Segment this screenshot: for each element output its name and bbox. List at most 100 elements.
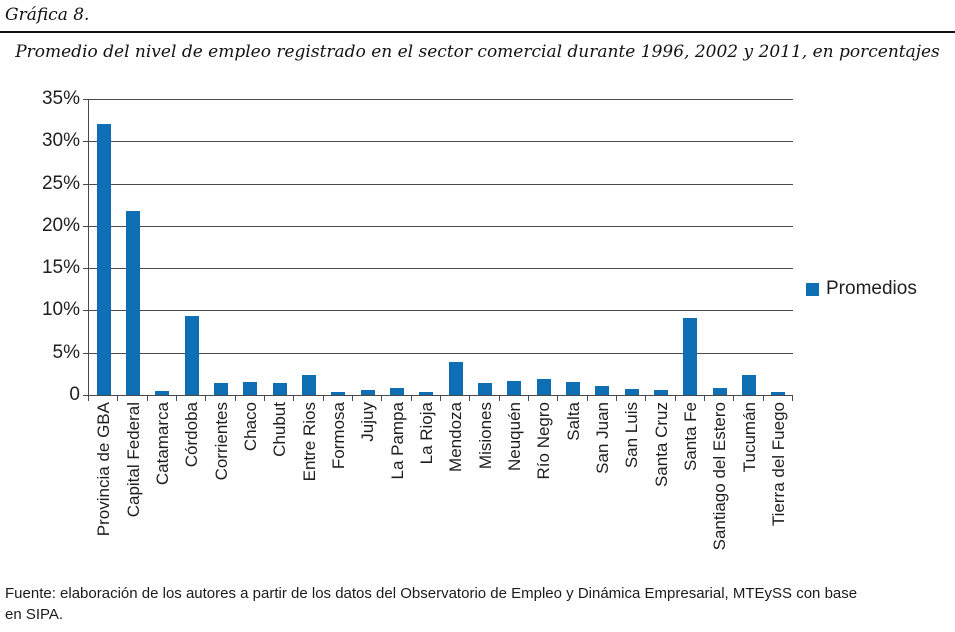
bar-slot	[588, 99, 617, 395]
y-axis-tick-label: 10%	[41, 299, 80, 321]
x-axis-tick	[616, 396, 617, 401]
legend-color-swatch	[806, 282, 819, 296]
x-axis-tick	[440, 396, 441, 401]
x-axis-tick	[117, 396, 119, 401]
x-axis-tick	[586, 396, 588, 401]
y-axis-tick	[83, 310, 88, 312]
bar	[389, 388, 404, 395]
y-axis-tick	[83, 352, 88, 354]
x-axis-tick	[469, 396, 471, 401]
bar-slot	[646, 99, 675, 395]
bar	[565, 382, 580, 395]
x-axis-category-label: La Rioja	[416, 402, 436, 465]
source-note: Fuente: elaboración de los autores a par…	[5, 583, 953, 625]
y-axis-tick	[83, 395, 88, 396]
x-axis-category-label: Córdoba	[182, 402, 202, 468]
y-axis-tick-label: 35%	[41, 88, 80, 109]
x-axis-category-label: Mendoza	[446, 402, 466, 472]
x-axis-tick	[733, 396, 735, 401]
x-axis-tick	[792, 396, 793, 401]
bar-slot	[206, 99, 235, 395]
source-note-line2: en SIPA.	[5, 606, 64, 623]
bar-slot	[118, 99, 147, 395]
x-axis-category-label: Santa Fe	[680, 402, 700, 471]
bar-slot	[470, 99, 499, 395]
bar-slot	[676, 99, 705, 395]
bar-slot	[177, 99, 206, 395]
bar	[712, 388, 727, 395]
bar-slot	[382, 99, 411, 395]
bar-slot	[441, 99, 470, 395]
bar	[96, 123, 111, 395]
bar-slot	[764, 99, 793, 395]
bar-slot	[500, 99, 529, 395]
x-axis-category-label: Salta	[563, 402, 583, 441]
bar-slot	[294, 99, 323, 395]
gridline	[89, 268, 793, 270]
bar	[125, 210, 140, 395]
bar	[507, 381, 522, 395]
y-axis-tick-label: 5%	[52, 341, 80, 363]
bar-slot	[148, 99, 177, 395]
bar	[213, 383, 228, 395]
x-axis-tick	[674, 396, 676, 401]
y-axis-tick-label: 20%	[41, 214, 80, 236]
y-axis-tick	[83, 99, 88, 100]
figure-number-label: Gráfica 8.	[5, 5, 90, 25]
bar-slot	[89, 99, 118, 395]
x-axis-category-label: La Pampa	[387, 402, 407, 480]
gridline	[89, 183, 793, 185]
bar	[360, 389, 375, 395]
bar	[771, 391, 786, 395]
bar	[301, 374, 316, 395]
x-axis-category-label: Catamarca	[152, 402, 172, 486]
x-axis-category-label: Santa Cruz	[651, 402, 671, 488]
legend: Promedios	[806, 278, 917, 300]
x-axis-tick	[234, 396, 236, 401]
source-note-line1: Fuente: elaboración de los autores a par…	[5, 585, 858, 602]
y-axis-tick-label: 30%	[41, 130, 80, 152]
x-axis-category-label: San Luis	[622, 402, 642, 469]
bars-container	[89, 99, 793, 395]
x-axis-tick	[146, 396, 148, 401]
x-axis-category-label: Capital Federal	[123, 402, 143, 518]
y-axis-tick-label: 0	[69, 384, 80, 405]
x-axis-category-label: Río Negro	[534, 402, 554, 480]
x-axis-category-label: Tucumán	[739, 402, 759, 473]
bar-slot	[558, 99, 587, 395]
bar-slot	[734, 99, 763, 395]
gridline	[89, 141, 793, 143]
bar	[243, 382, 258, 395]
chart-title: Promedio del nivel de empleo registrado …	[15, 42, 940, 62]
gridline	[89, 225, 793, 227]
x-axis-tick	[498, 396, 500, 401]
plot-area	[88, 99, 793, 396]
x-axis-category-label: Santiago del Estero	[710, 402, 730, 551]
x-axis-category-label: Formosa	[328, 402, 348, 470]
bar	[536, 378, 551, 395]
bar	[272, 383, 287, 395]
y-axis-tick	[83, 268, 88, 270]
bar	[448, 362, 463, 395]
x-axis-tick	[264, 396, 265, 401]
x-axis-category-label: Chubut	[270, 402, 290, 457]
bar-slot	[265, 99, 294, 395]
bar	[419, 391, 434, 395]
x-axis-tick	[381, 396, 383, 401]
bar-slot	[617, 99, 646, 395]
x-axis-category-label: Chaco	[240, 402, 260, 452]
bar	[155, 390, 170, 395]
bar-slot	[324, 99, 353, 395]
bar	[477, 383, 492, 395]
x-axis-tick	[557, 396, 559, 401]
x-axis-category-label: Corrientes	[211, 402, 231, 481]
x-axis-category-label: Tierra del Fuego	[768, 402, 788, 527]
bar-slot	[705, 99, 734, 395]
legend-series-label: Promedios	[826, 278, 917, 299]
bar	[653, 389, 668, 395]
x-axis-tick	[762, 396, 764, 401]
y-axis-tick	[83, 183, 88, 185]
x-axis-category-label: Misiones	[475, 402, 495, 470]
bar-slot	[529, 99, 558, 395]
